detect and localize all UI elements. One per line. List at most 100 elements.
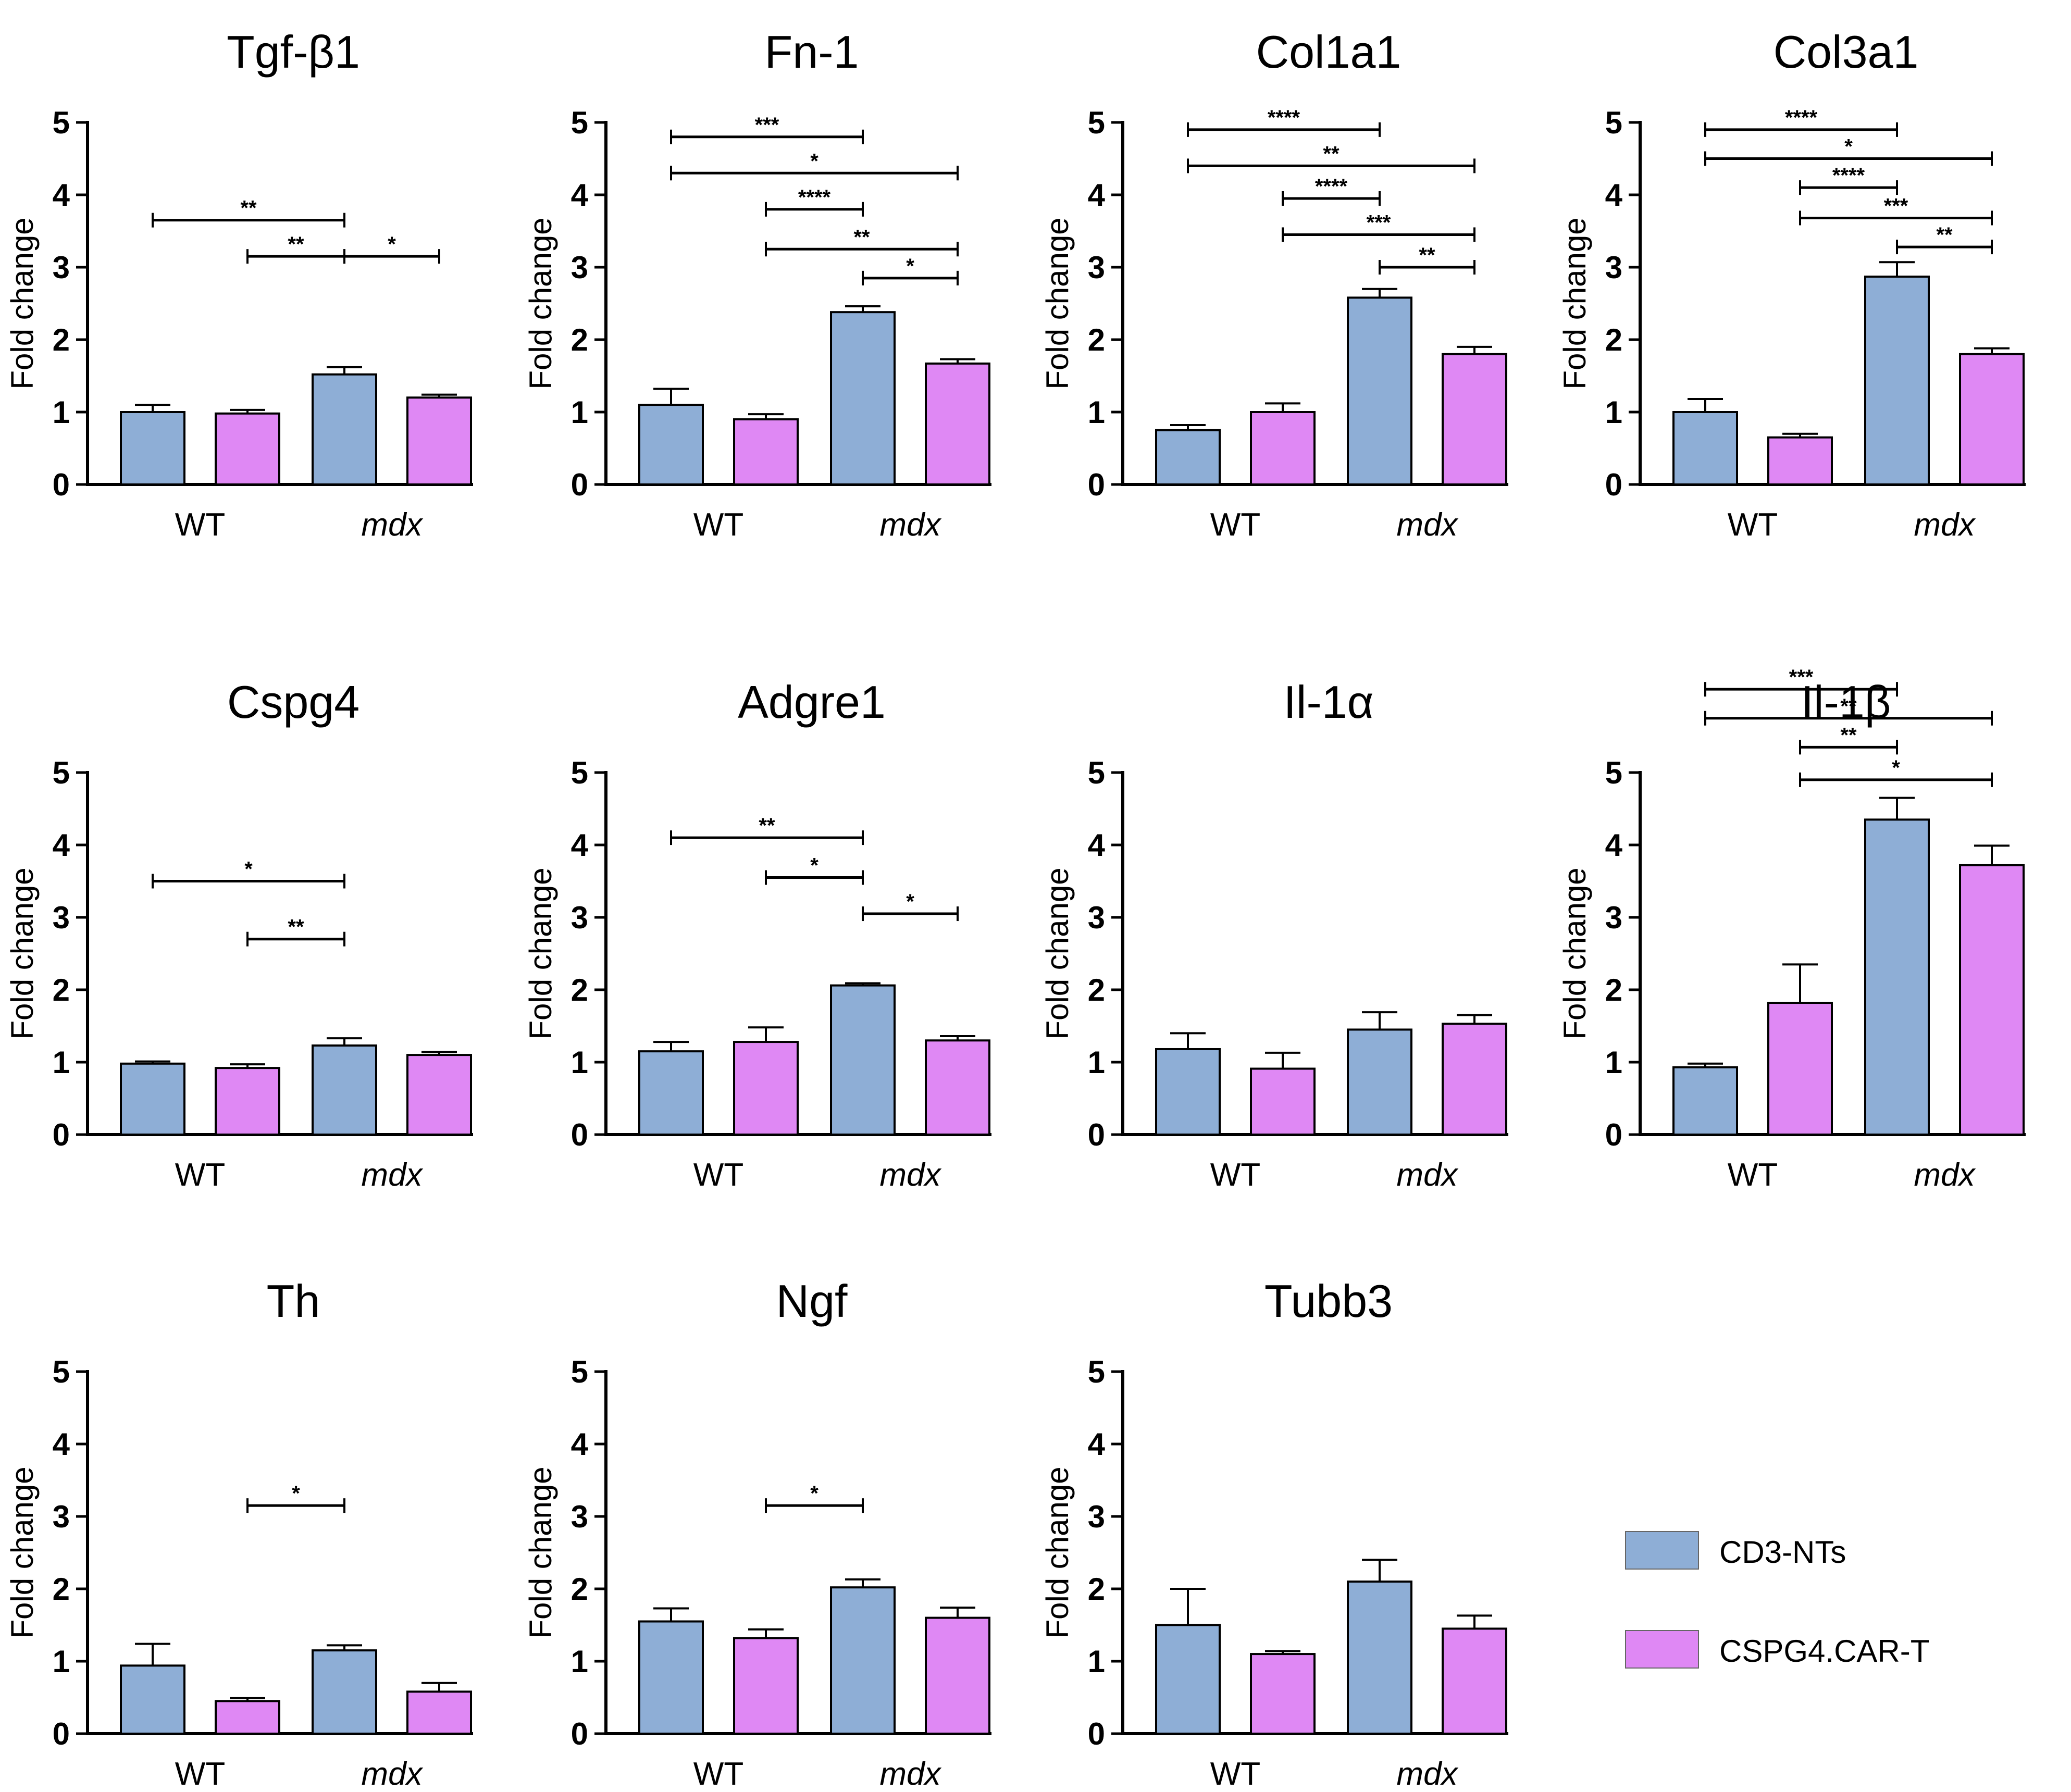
- y-axis-label: Fold change: [523, 217, 558, 389]
- significance-stars: **: [853, 226, 870, 248]
- significance-bracket: *: [152, 858, 345, 889]
- y-axis-label: Fold change: [5, 1466, 40, 1638]
- bar-cspg4-car-t-wt: [215, 1700, 280, 1735]
- y-tick-label: 5: [1088, 105, 1105, 140]
- y-tick-label: 0: [1088, 1117, 1105, 1152]
- x-category-label: WT: [693, 507, 743, 543]
- chart-title: Ngf: [776, 1275, 848, 1327]
- bar-cspg4-car-t-mdx: [1442, 1023, 1507, 1136]
- significance-bracket: *: [862, 890, 959, 922]
- significance-stars: ****: [1268, 106, 1300, 129]
- x-category-label: WT: [693, 1157, 743, 1193]
- y-tick-label: 0: [1605, 467, 1622, 502]
- significance-stars: ***: [1884, 194, 1908, 217]
- bar-cd3-nts-wt: [1672, 411, 1738, 486]
- x-category-label: WT: [1210, 1157, 1260, 1193]
- y-tick-label: 3: [53, 900, 70, 935]
- y-tick-label: 1: [571, 1644, 588, 1679]
- significance-stars: *: [1844, 135, 1853, 158]
- x-category-label: mdx: [1396, 1756, 1458, 1792]
- y-tick-label: 0: [53, 467, 70, 502]
- y-tick-label: 5: [571, 755, 588, 790]
- y-tick-label: 1: [1605, 1045, 1622, 1080]
- chart-ngf: Ngf Fold change 0 1 2 3 4 5 WT mdx *: [523, 1275, 991, 1792]
- y-tick-label: 5: [53, 105, 70, 140]
- x-category-label: WT: [1210, 507, 1260, 543]
- bar-cspg4-car-t-mdx: [1959, 864, 2025, 1136]
- x-category-label: mdx: [1914, 1157, 1976, 1193]
- y-tick-label: 3: [1088, 900, 1105, 935]
- y-tick-label: 2: [1605, 322, 1622, 357]
- legend: CD3-NTs CSPG4.CAR-T: [1625, 1531, 1929, 1669]
- bar-cd3-nts-wt: [1155, 429, 1221, 486]
- y-tick-label: 1: [1605, 395, 1622, 430]
- significance-stars: **: [1419, 244, 1435, 267]
- y-tick-label: 5: [1605, 755, 1622, 790]
- bar-cd3-nts-mdx: [830, 311, 896, 486]
- x-category-label: mdx: [879, 1157, 941, 1193]
- x-category-label: WT: [1728, 507, 1778, 543]
- significance-bracket: ****: [1282, 175, 1381, 206]
- significance-bracket: **: [246, 233, 345, 264]
- y-tick-label: 1: [571, 395, 588, 430]
- significance-bracket: *: [1704, 135, 1993, 166]
- y-tick-label: 4: [1088, 178, 1106, 213]
- bar-cd3-nts-mdx: [1347, 296, 1412, 486]
- bar-cspg4-car-t-mdx: [406, 1690, 472, 1735]
- significance-stars: **: [759, 814, 775, 837]
- y-axis-label: Fold change: [1040, 217, 1075, 389]
- y-tick-label: 0: [53, 1716, 70, 1751]
- significance-stars: **: [288, 916, 304, 939]
- y-tick-label: 3: [571, 1499, 588, 1534]
- significance-stars: *: [810, 1482, 819, 1505]
- chart-tubb3: Tubb3 Fold change 0 1 2 3 4 5 WT mdx: [1040, 1275, 1508, 1792]
- significance-bracket: **: [765, 226, 959, 257]
- significance-stars: *: [1892, 756, 1900, 779]
- significance-stars: ****: [1315, 175, 1348, 198]
- y-tick-label: 4: [53, 828, 70, 863]
- chart-title: Tubb3: [1264, 1275, 1393, 1327]
- y-axis-label: Fold change: [5, 867, 40, 1039]
- bar-cspg4-car-t-wt: [215, 1067, 280, 1136]
- bar-cd3-nts-wt: [120, 411, 185, 486]
- y-tick-label: 2: [1088, 1572, 1105, 1607]
- x-category-label: mdx: [361, 1157, 423, 1193]
- y-axis-label: Fold change: [5, 217, 40, 389]
- chart-il-1: Il-1α Fold change 0 1 2 3 4 5 WT mdx: [1040, 676, 1508, 1193]
- chart-title: Fn-1: [765, 26, 859, 78]
- significance-stars: ****: [798, 186, 831, 209]
- y-tick-label: 3: [571, 900, 588, 935]
- y-tick-label: 2: [571, 1572, 588, 1607]
- significance-bracket: ***: [670, 114, 864, 144]
- significance-stars: *: [810, 854, 819, 877]
- significance-stars: *: [810, 150, 819, 172]
- significance-bracket: *: [343, 233, 440, 264]
- significance-bracket: ****: [1187, 106, 1381, 137]
- bar-cspg4-car-t-mdx: [1959, 353, 2025, 486]
- y-tick-label: 0: [53, 1117, 70, 1152]
- y-tick-label: 3: [1088, 1499, 1105, 1534]
- y-tick-label: 4: [571, 1427, 589, 1462]
- bar-cd3-nts-wt: [638, 1620, 704, 1735]
- y-tick-label: 4: [1088, 828, 1106, 863]
- y-tick-label: 2: [1605, 973, 1622, 1007]
- bar-cd3-nts-wt: [638, 404, 704, 486]
- significance-bracket: *: [862, 255, 959, 285]
- significance-bracket: ***: [1282, 211, 1475, 242]
- bar-cd3-nts-mdx: [1347, 1581, 1412, 1735]
- y-tick-label: 3: [53, 250, 70, 285]
- x-category-label: WT: [175, 507, 225, 543]
- bar-cd3-nts-mdx: [312, 373, 377, 486]
- significance-stars: *: [244, 858, 253, 881]
- y-axis-label: Fold change: [1040, 867, 1075, 1039]
- y-tick-label: 1: [1088, 1644, 1105, 1679]
- y-tick-label: 3: [1605, 250, 1622, 285]
- bar-cspg4-car-t-wt: [733, 418, 799, 486]
